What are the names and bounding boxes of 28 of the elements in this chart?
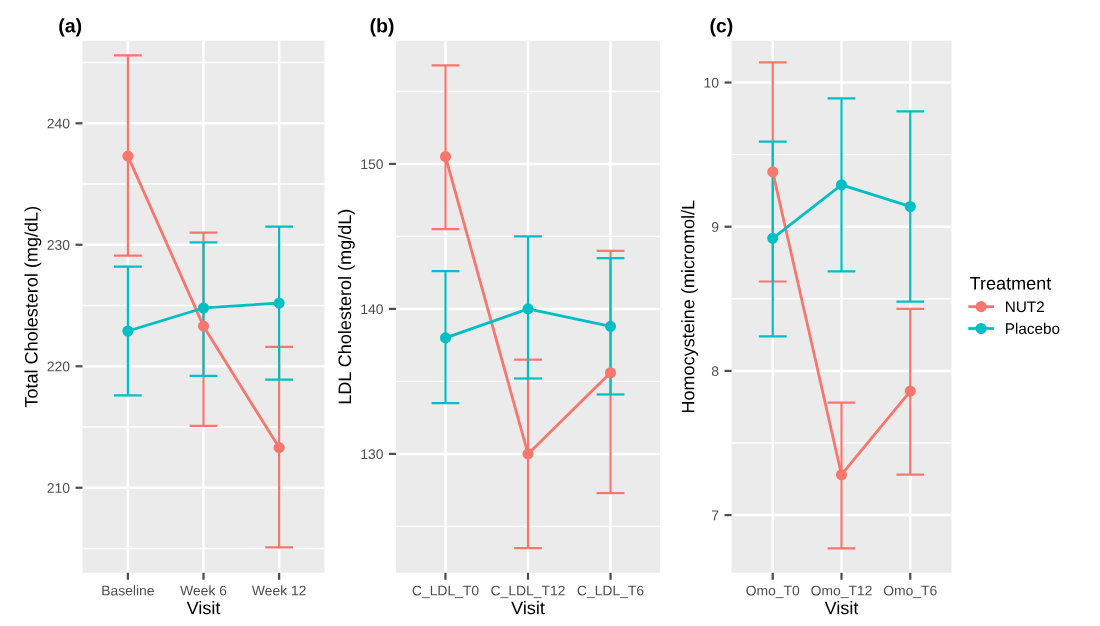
point [767,166,779,178]
point [439,332,452,344]
chart-title: (a) [59,18,82,37]
point [122,325,134,337]
legend-title: Treatment [970,277,1052,290]
x-axis-title: Visit [186,601,221,615]
x-axis-title: Visit [824,601,859,615]
chart-title: (b) [370,18,394,37]
point [604,320,617,332]
point [767,232,779,244]
point [439,151,452,163]
point [273,442,285,454]
y-axis-title: Total Cholesterol (mg/dL) [24,207,42,408]
point [122,150,134,162]
point [835,469,848,481]
point [197,320,210,332]
point [835,179,848,191]
point [522,303,534,315]
point [522,448,534,460]
chart-title: (c) [710,18,733,37]
point [273,297,285,309]
y-axis-title: LDL Cholesterol (mg/dL) [337,209,355,404]
point [604,367,617,379]
point [904,385,916,397]
point [197,302,210,314]
point [904,200,916,213]
x-axis-title: Visit [511,601,545,615]
y-axis-title: Homocysteine (micromol/L [681,200,698,413]
